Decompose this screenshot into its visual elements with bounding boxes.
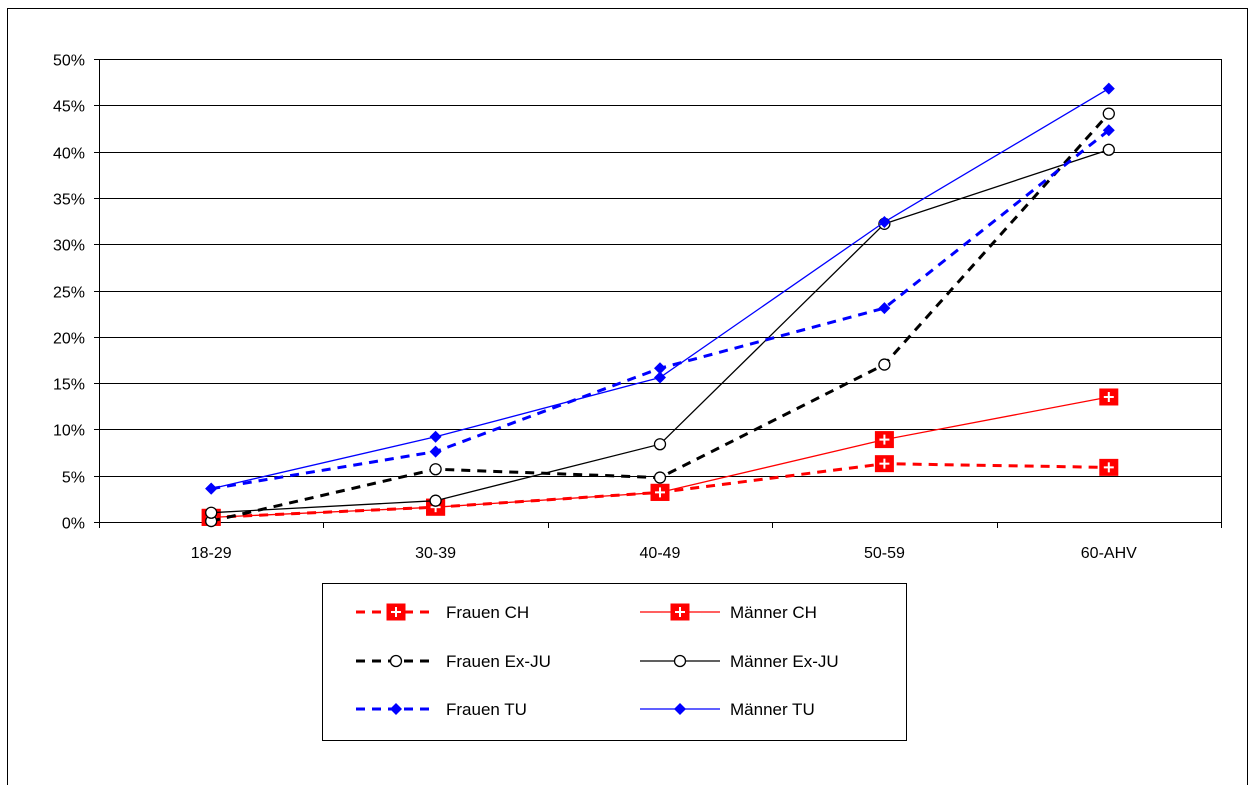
data-point [654, 371, 666, 384]
data-point [1102, 143, 1115, 156]
data-point [673, 654, 687, 668]
y-tick-label: 15% [53, 377, 85, 394]
series-lines [201, 82, 1119, 528]
data-point [670, 603, 690, 621]
x-axis-tick-labels: 18-29 30-39 40-49 50-59 60-AHV [191, 545, 1137, 562]
data-point [653, 438, 667, 451]
y-tick-label: 45% [53, 99, 85, 116]
series-frauen-ex-ju [205, 107, 1115, 528]
y-tick-label: 30% [53, 238, 85, 255]
plot-area [99, 59, 1222, 523]
data-point [654, 362, 666, 375]
x-tick-label: 18-29 [191, 545, 232, 562]
data-point [874, 455, 894, 473]
y-tick-label: 5% [62, 470, 85, 487]
y-tick-label: 0% [62, 516, 85, 533]
data-point [653, 471, 667, 484]
legend-item: Männer Ex-JU [640, 652, 839, 671]
legend-label: Männer CH [730, 603, 817, 622]
legend-item: Frauen TU [356, 700, 527, 719]
data-point [650, 483, 670, 501]
data-point [429, 463, 442, 476]
data-point [878, 358, 891, 371]
y-tick-label: 25% [53, 285, 85, 302]
data-point [1099, 388, 1119, 406]
legend-label: Frauen TU [446, 700, 527, 719]
data-point [1102, 124, 1115, 137]
x-tick-label: 50-59 [864, 545, 905, 562]
data-point [1102, 107, 1115, 120]
legend-label: Männer Ex-JU [730, 652, 839, 671]
legend-item: Frauen CH [356, 603, 529, 622]
data-point [674, 703, 686, 715]
data-point [390, 703, 402, 715]
y-tick-label: 50% [53, 53, 85, 70]
x-tick-label: 40-49 [640, 545, 681, 562]
series-m-nner-ex-ju [205, 143, 1115, 519]
legend-label: Frauen Ex-JU [446, 652, 551, 671]
data-point [878, 215, 891, 228]
data-point [874, 431, 894, 449]
data-point [429, 430, 442, 443]
data-point [386, 603, 406, 621]
legend-box [322, 583, 907, 741]
legend-label: Frauen CH [446, 603, 529, 622]
legend-label: Männer TU [730, 700, 815, 719]
y-tick-label: 10% [53, 423, 85, 440]
data-point [389, 654, 403, 668]
data-point [878, 302, 891, 315]
legend: Frauen CH Männer CH Frauen Ex-JU Männer Ex-… [322, 583, 907, 741]
axes [94, 59, 1222, 528]
data-point [429, 445, 442, 458]
data-point [429, 494, 442, 507]
x-tick-label: 30-39 [415, 545, 456, 562]
legend-item: Männer TU [640, 700, 815, 719]
data-point [1099, 458, 1119, 476]
legend-item: Frauen Ex-JU [356, 652, 551, 671]
y-tick-label: 35% [53, 192, 85, 209]
y-tick-label: 20% [53, 331, 85, 348]
y-axis-tick-labels: 0% 5% 10% 15% 20% 25% 30% 35% 40% 45% 50% [53, 53, 85, 533]
x-tick-label: 60-AHV [1081, 545, 1137, 562]
series-m-nner-tu [205, 82, 1115, 495]
data-point [205, 482, 218, 495]
data-point [1102, 82, 1115, 95]
legend-item: Männer CH [640, 603, 817, 622]
y-tick-label: 40% [53, 146, 85, 163]
data-point [205, 506, 218, 519]
